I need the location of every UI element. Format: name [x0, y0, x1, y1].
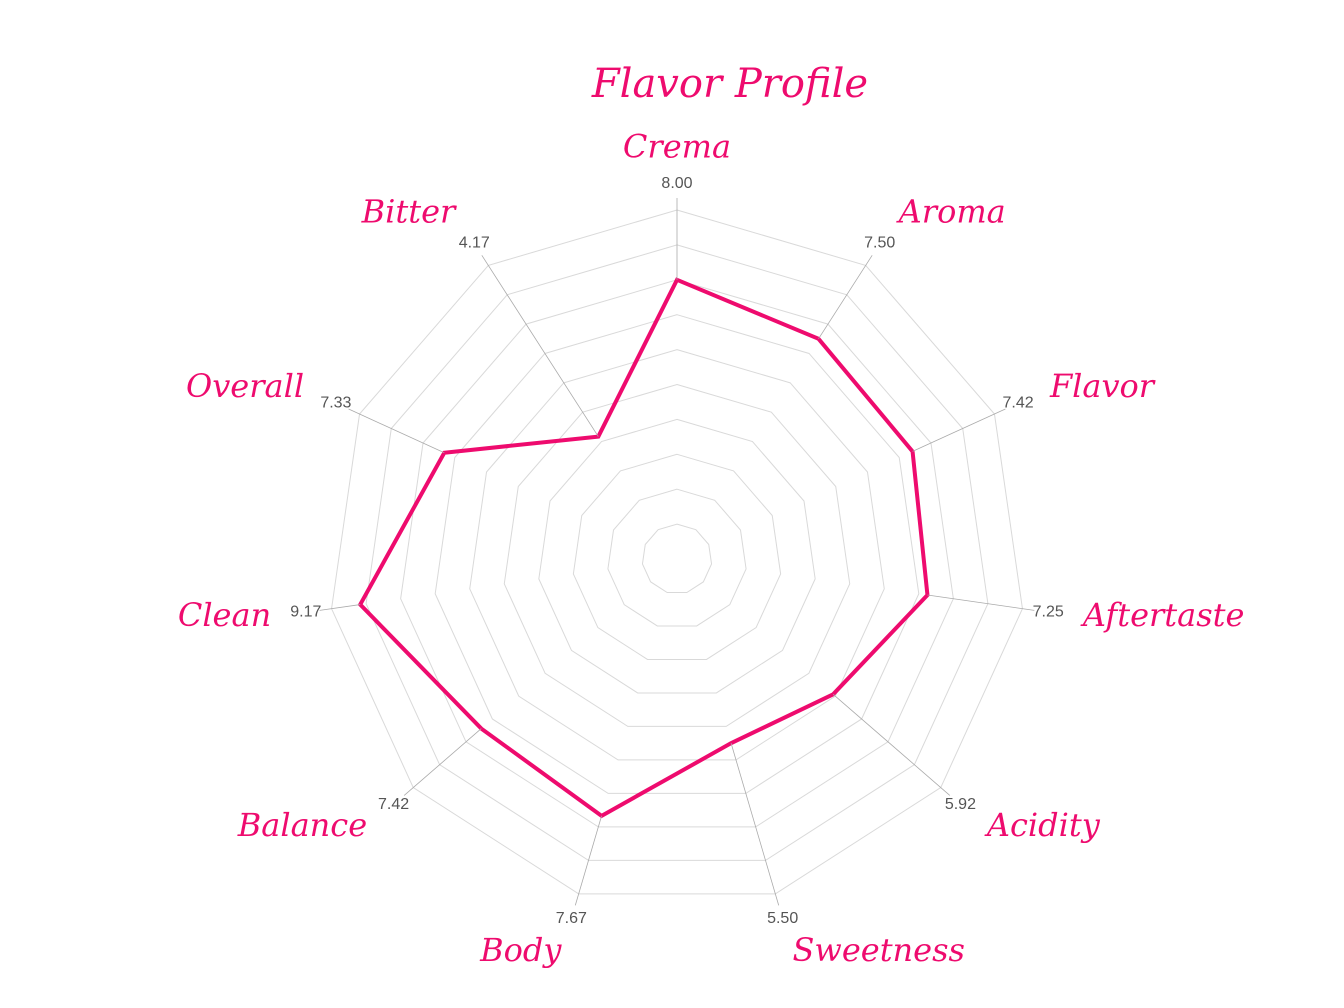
value-label: 7.33	[320, 394, 351, 411]
leader-line	[574, 815, 602, 906]
grid-ring	[538, 418, 816, 694]
value-label: 5.92	[945, 796, 976, 813]
value-label: 7.42	[1003, 394, 1034, 411]
leader-line	[818, 255, 873, 340]
value-label: 7.50	[864, 235, 895, 252]
leader-line	[348, 408, 445, 454]
grid-ring	[572, 453, 782, 660]
value-label: 7.67	[556, 910, 587, 927]
category-label: Bitter	[361, 193, 457, 231]
grid-ring	[434, 314, 920, 794]
category-label: Acidity	[984, 806, 1101, 844]
value-label: 5.50	[767, 910, 798, 927]
leader-line	[481, 255, 599, 437]
grid-ring	[607, 488, 747, 627]
category-label: Balance	[237, 806, 367, 844]
category-label: Aftertaste	[1080, 596, 1245, 634]
series-line	[357, 277, 930, 819]
value-label: 7.42	[378, 796, 409, 813]
grid-ring	[400, 279, 954, 828]
category-label: Overall	[186, 367, 304, 405]
leader-line	[832, 693, 951, 796]
category-label: Sweetness	[793, 931, 965, 969]
category-label: Crema	[623, 128, 731, 166]
value-label: 8.00	[661, 175, 692, 192]
value-label: 7.25	[1033, 604, 1064, 621]
grid-ring	[503, 383, 851, 727]
leader-line	[403, 728, 482, 796]
category-label: Flavor	[1049, 367, 1156, 405]
category-label: Aroma	[896, 193, 1006, 231]
value-label: 9.17	[290, 604, 321, 621]
leader-line	[912, 408, 1006, 452]
grid-ring	[365, 244, 989, 861]
leader-line	[319, 604, 361, 611]
leader-line	[927, 594, 1035, 611]
category-label: Clean	[178, 596, 271, 634]
leader-line	[730, 743, 780, 906]
value-label: 4.17	[459, 235, 490, 252]
category-label: Body	[479, 931, 562, 969]
grid-ring	[641, 523, 713, 593]
grid-ring	[469, 349, 885, 761]
grid-ring	[331, 209, 1023, 895]
chart-title: Flavor Profile	[591, 61, 868, 107]
